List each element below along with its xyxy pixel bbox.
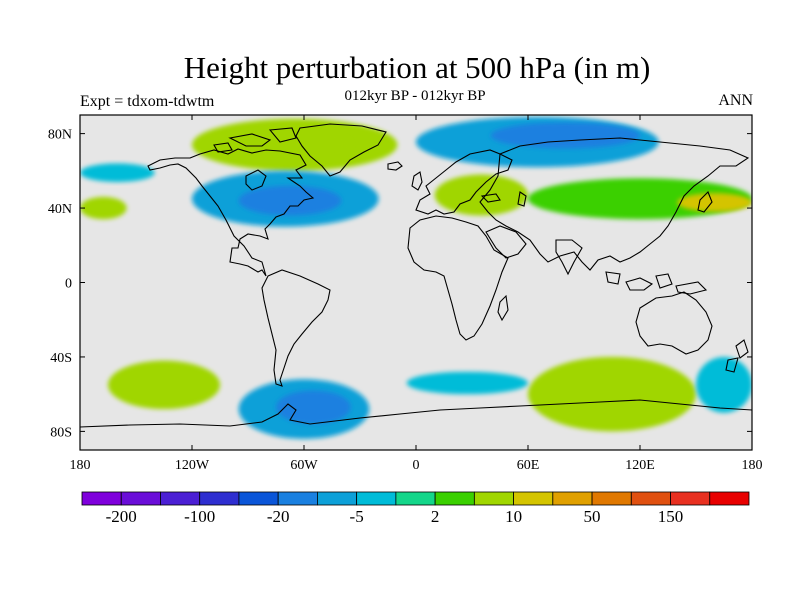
anomaly-greenland-core-positive	[229, 129, 351, 160]
map-subtitle: 012kyr BP - 012kyr BP	[344, 88, 486, 104]
coastline-arctic-islands	[213, 127, 297, 153]
colorbar-label: -100	[184, 507, 215, 526]
coastline-greenland	[295, 123, 387, 177]
x-tick-label: 180	[742, 458, 763, 473]
coastline-iceland	[387, 161, 403, 171]
coastline-asia	[479, 137, 750, 271]
map-panel: 180 120W 60W 0 60E 120E 180 80N 40N 0 40S 80S	[48, 114, 763, 473]
experiment-label: Expt = tdxom-tdwtm	[80, 93, 215, 110]
anomaly-north-america-west-low	[80, 163, 155, 182]
coastlines	[80, 123, 752, 428]
anomaly-south-pacific-positive	[108, 360, 220, 410]
coastline-north-america	[147, 148, 315, 277]
y-tick-label: 40N	[48, 202, 72, 217]
colorbar-swatch	[630, 491, 671, 506]
coastline-europe	[415, 149, 513, 215]
anomaly-east-pacific-positive	[80, 196, 127, 220]
colorbar-swatch	[513, 491, 554, 506]
anomaly-southern-ocean-positive	[528, 356, 696, 432]
season-label: ANN	[718, 92, 753, 109]
x-tick-label: 120E	[625, 458, 655, 473]
x-tick-label: 180	[70, 458, 91, 473]
anomaly-south-indian-low	[406, 371, 528, 395]
colorbar-swatch	[709, 491, 750, 506]
coastline-south-america	[261, 269, 331, 387]
colorbar-label: 50	[584, 507, 601, 526]
map-title: Height perturbation at 500 hPa (in m)	[183, 50, 651, 85]
coastline-caspian	[517, 191, 527, 207]
y-tick-label: 80S	[50, 425, 72, 440]
colorbar-swatch	[552, 491, 593, 506]
coastline-madagascar	[497, 294, 509, 322]
anomaly-field	[80, 116, 752, 439]
coastline-india	[555, 239, 583, 276]
coastline-antarctica	[80, 399, 752, 428]
colorbar-label: -5	[350, 507, 364, 526]
coastline-new-zealand	[725, 339, 749, 373]
colorbar-swatch	[591, 491, 632, 506]
y-tick-label: 40S	[50, 351, 72, 366]
colorbar-label: 150	[658, 507, 684, 526]
x-tick-label: 60E	[517, 458, 540, 473]
colorbar-swatch	[160, 491, 201, 506]
coastline-japan	[697, 191, 713, 213]
anomaly-siberia-low-core	[490, 122, 640, 149]
colorbar-swatch	[277, 491, 318, 506]
colorbar-swatch	[356, 491, 397, 506]
coastline-british-isles	[411, 171, 423, 191]
colorbar-swatch	[473, 491, 514, 506]
axis-ticks: 180 120W 60W 0 60E 120E 180 80N 40N 0 40S 80S	[48, 115, 763, 473]
anomaly-north-atlantic-low-core	[238, 185, 342, 216]
x-tick-label: 60W	[290, 458, 318, 473]
colorbar-swatch	[434, 491, 475, 506]
colorbar-swatch	[670, 491, 711, 506]
anomaly-pacific-positive-core	[677, 193, 752, 212]
anomaly-tasman-low	[696, 356, 752, 413]
colorbar-swatch	[317, 491, 358, 506]
colorbar-swatch	[81, 491, 122, 506]
colorbar-swatch	[120, 491, 161, 506]
coastline-indonesia	[605, 271, 708, 295]
anomaly-weddell-low-core	[276, 390, 351, 424]
y-tick-label: 80N	[48, 128, 72, 143]
colorbar-label: 2	[431, 507, 440, 526]
colorbar-label: -200	[106, 507, 137, 526]
coastline-black-sea	[480, 193, 501, 203]
colorbar-label: -20	[267, 507, 290, 526]
y-tick-label: 0	[65, 277, 72, 292]
x-tick-label: 0	[413, 458, 420, 473]
colorbar-swatch	[395, 491, 436, 506]
colorbar-swatch	[238, 491, 279, 506]
coastline-arabia	[485, 225, 527, 259]
anomaly-europe-positive	[434, 174, 528, 216]
x-tick-label: 120W	[175, 458, 210, 473]
colorbar-swatch	[199, 491, 240, 506]
coastline-hudson-bay	[245, 169, 267, 191]
colorbar: -200 -100 -20 -5 2 10 50 150	[81, 491, 750, 526]
coastline-africa	[407, 215, 509, 341]
coastline-australia	[635, 291, 713, 355]
colorbar-label: 10	[505, 507, 522, 526]
